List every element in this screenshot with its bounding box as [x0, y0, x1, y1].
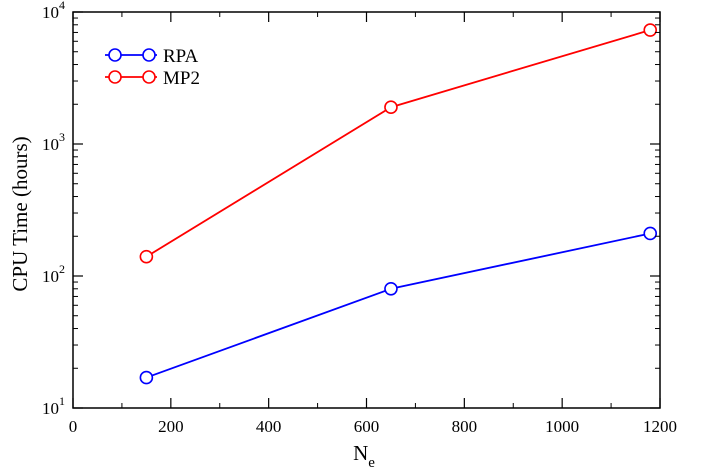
- data-point: [643, 226, 658, 241]
- x-axis-label-subscript: e: [368, 455, 375, 471]
- data-point: [643, 23, 658, 37]
- y-axis-label: CPU Time (hours): [8, 136, 32, 291]
- series-rpa: [139, 226, 658, 385]
- y-tick-label: 104: [42, 0, 65, 22]
- data-point: [384, 281, 398, 296]
- x-tick-label: 800: [452, 417, 478, 436]
- x-tick-label: 200: [158, 417, 184, 436]
- y-tick-label: 103: [42, 130, 65, 154]
- legend-marker: [142, 48, 156, 62]
- legend-marker: [108, 48, 122, 62]
- y-tick-label: 101: [42, 394, 65, 418]
- data-point: [384, 100, 398, 115]
- data-point: [139, 249, 154, 264]
- x-tick-labels: 0 200 400 600 800 1000 1200: [69, 417, 677, 436]
- x-axis-label: Ne: [353, 441, 375, 471]
- series-line: [146, 232, 651, 379]
- legend-item: RPA: [105, 46, 198, 67]
- legend-label: MP2: [163, 68, 200, 89]
- x-tick-label: 400: [256, 417, 282, 436]
- series-layer: [139, 23, 658, 385]
- y-tick-labels: 101 102 103 104: [42, 0, 65, 418]
- data-point: [139, 370, 154, 385]
- x-tick-label: 1200: [643, 417, 677, 436]
- x-tick-label: 600: [354, 417, 380, 436]
- x-tick-label: 1000: [545, 417, 579, 436]
- y-tick-label: 102: [42, 262, 65, 286]
- plot-frame: [72, 11, 661, 409]
- legend-label: RPA: [163, 46, 198, 67]
- series-mp2: [139, 23, 658, 264]
- legend-marker: [142, 70, 156, 84]
- legend-item: MP2: [105, 68, 200, 89]
- series-line: [145, 29, 651, 258]
- legend-marker: [108, 70, 122, 84]
- x-axis-label-main: N: [353, 441, 368, 465]
- x-tick-label: 0: [69, 417, 78, 436]
- axis-ticks: [72, 11, 661, 409]
